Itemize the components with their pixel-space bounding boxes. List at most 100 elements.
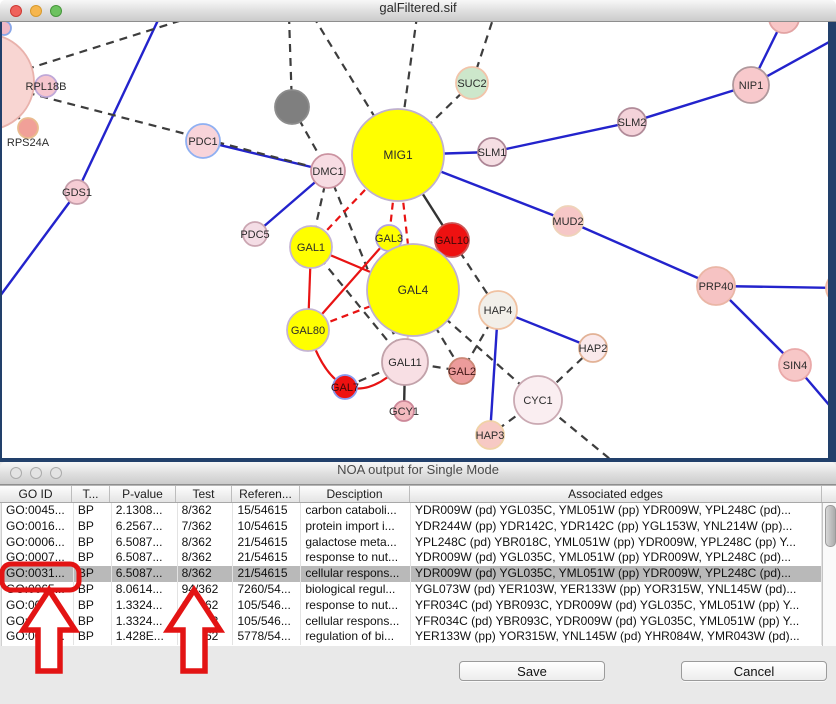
column-header-go-id[interactable]: GO ID	[0, 486, 72, 502]
table-cell: YFR034C (pd) YBR093C, YDR009W (pd) YGL03…	[411, 597, 822, 614]
node-PDC1[interactable]	[185, 123, 221, 159]
table-row[interactable]: GO:0050... BP 1.428E... 80/362 5778/54... reg…	[2, 629, 822, 646]
close-button[interactable]	[10, 467, 22, 479]
node-GAL4[interactable]	[366, 243, 460, 337]
node-GCY1[interactable]	[393, 400, 415, 422]
table-cell: GO:0007...	[2, 550, 74, 567]
node-GAL2[interactable]	[448, 357, 476, 385]
node-MSL1[interactable]	[825, 272, 828, 304]
node-label-SUC2: SUC2	[457, 78, 486, 90]
node-HAP2[interactable]	[578, 333, 608, 363]
table-cell: GO:0031...	[2, 597, 74, 614]
vertical-scrollbar[interactable]	[822, 503, 836, 646]
network-view[interactable]: RPL18B RPS24A GDS1 PDC1 DMC1 MIG1 SUC2 SLM1 SLM2…	[0, 22, 836, 462]
close-button[interactable]	[10, 5, 22, 17]
column-header-t[interactable]: T...	[72, 486, 110, 502]
network-window-title-bar[interactable]: galFiltered.sif	[0, 0, 836, 22]
node-label-NIP1: NIP1	[739, 80, 763, 92]
node-GAL80[interactable]	[286, 308, 330, 352]
table-cell: 10/54615	[233, 518, 302, 535]
node-GAL7[interactable]	[332, 374, 358, 400]
node-label-GAL2: GAL2	[448, 366, 476, 378]
column-header-p-value[interactable]: P-value	[110, 486, 176, 502]
cancel-button[interactable]: Cancel	[681, 661, 827, 681]
table-cell: cellular respons...	[301, 566, 412, 582]
edge	[470, 22, 494, 84]
zoom-button[interactable]	[50, 467, 62, 479]
table-cell: BP	[74, 550, 112, 567]
table-cell: GO:0045...	[2, 503, 74, 519]
table-cell: 7/362	[178, 518, 234, 535]
table-cell: GO:0050...	[2, 629, 74, 646]
table-cell: 6.5087...	[112, 566, 178, 582]
node-SIN4[interactable]	[778, 348, 812, 382]
table-row[interactable]: GO:0016... BP 6.2567... 7/362 10/54615 protei…	[2, 518, 822, 535]
node-label-MUD2: MUD2	[552, 216, 583, 228]
zoom-button[interactable]	[50, 5, 62, 17]
column-header-desciption[interactable]: Desciption	[300, 486, 410, 502]
table-cell: regulation of bi...	[301, 629, 412, 646]
table-row[interactable]: GO:0045... BP 2.1308... 8/362 15/54615 carbon…	[2, 503, 822, 519]
node-bigpink[interactable]	[2, 34, 35, 130]
node-label-RPS24A: RPS24A	[7, 137, 50, 149]
noa-window-title: NOA output for Single Mode	[337, 462, 499, 477]
node-label-MIG1: MIG1	[383, 148, 413, 162]
node-label-GAL4: GAL4	[398, 283, 429, 297]
table-cell: 21/54615	[233, 534, 302, 551]
minimize-button[interactable]	[30, 5, 42, 17]
table-row[interactable]: GO:0007... BP 6.5087... 8/362 21/54615 respon…	[2, 550, 822, 567]
node-label-HAP4: HAP4	[484, 305, 513, 317]
table-cell: 80/362	[178, 629, 234, 646]
table-cell: response to nut...	[301, 550, 412, 567]
node-HAP3[interactable]	[475, 420, 505, 450]
node-SLM2[interactable]	[617, 107, 647, 137]
table-cell: 21/54615	[233, 550, 302, 567]
node-label-PDC5: PDC5	[240, 229, 269, 241]
node-GAL11[interactable]	[381, 338, 429, 386]
column-header-test[interactable]: Test	[176, 486, 232, 502]
node-SUC2[interactable]	[455, 66, 489, 100]
table-cell: biological regul...	[301, 581, 412, 598]
table-row[interactable]: GO:0065... BP 8.0614... 94/362 7260/54... bio…	[2, 581, 822, 598]
table-cell: response to nut...	[301, 597, 412, 614]
node-label-GAL1: GAL1	[297, 242, 325, 254]
node-corner[interactable]	[2, 22, 12, 36]
scrollbar-thumb[interactable]	[825, 505, 836, 547]
table-cell: 14/362	[178, 613, 234, 630]
network-window-title: galFiltered.sif	[379, 0, 457, 15]
node-GAL10[interactable]	[434, 222, 470, 258]
table-cell: 8/362	[178, 550, 234, 567]
minimize-button[interactable]	[30, 467, 42, 479]
edge	[75, 22, 159, 193]
noa-window-title-bar[interactable]: NOA output for Single Mode	[0, 462, 836, 485]
node-HAP4[interactable]	[478, 290, 518, 330]
node-MIG1[interactable]	[351, 108, 445, 202]
table-row[interactable]: GO:0031... BP 1.3324... 14/362 105/546... cel…	[2, 613, 822, 630]
node-label-HAP2: HAP2	[579, 343, 608, 355]
table-cell: YER133W (pp) YOR315W, YNL145W (pd) YHR08…	[411, 629, 822, 646]
node-GAL1[interactable]	[289, 225, 333, 269]
node-GDS1[interactable]	[64, 179, 90, 205]
node-RPL18B[interactable]	[34, 74, 58, 98]
node-NIP1[interactable]	[732, 66, 770, 104]
node-DMC1[interactable]	[310, 153, 346, 189]
table-cell: 2.1308...	[112, 503, 178, 519]
node-PRP40[interactable]	[696, 266, 736, 306]
node-PDC5[interactable]	[242, 221, 268, 247]
edge	[202, 139, 329, 173]
table-row[interactable]: GO:0031... BP 1.3324... 14/362 105/546... res…	[2, 597, 822, 614]
table-cell: YDR009W (pd) YGL035C, YML051W (pp) YDR00…	[411, 503, 822, 519]
table-row[interactable]: GO:0031... BP 6.5087... 8/362 21/54615 cellul…	[2, 566, 822, 582]
table-row[interactable]: GO:0006... BP 6.5087... 8/362 21/54615 galact…	[2, 534, 822, 551]
save-button[interactable]: Save	[459, 661, 605, 681]
column-header-associated-edges[interactable]: Associated edges	[410, 486, 822, 502]
column-header-referen[interactable]: Referen...	[232, 486, 300, 502]
edge	[567, 219, 717, 288]
node-RPS24A[interactable]	[17, 117, 39, 139]
node-MUD2[interactable]	[552, 205, 584, 237]
node-gray[interactable]	[274, 89, 310, 125]
table-cell: YFR034C (pd) YBR093C, YDR009W (pd) YGL03…	[411, 613, 822, 630]
node-SLM1[interactable]	[477, 137, 507, 167]
node-CYC1[interactable]	[513, 375, 563, 425]
node-trpink[interactable]	[768, 22, 800, 34]
